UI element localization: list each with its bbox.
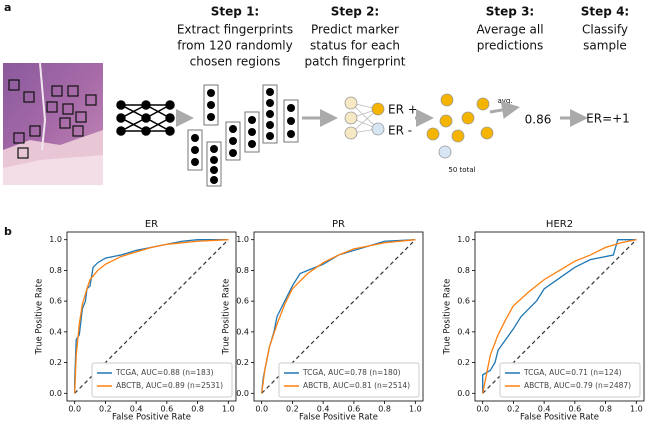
x-tick-label: 0.4: [317, 405, 330, 414]
step-description: patch fingerprint: [305, 55, 406, 69]
x-tick-label: 0.0: [476, 405, 489, 414]
x-axis-label: False Positive Rate: [520, 413, 599, 423]
plot-frame: [474, 231, 645, 402]
y-tick-label: 0.8: [49, 266, 62, 275]
tissue-image: [3, 62, 103, 185]
label: ER -: [388, 124, 412, 138]
roc-curve: [261, 239, 416, 394]
step-description: Average all: [476, 23, 543, 37]
chart-title: HER2: [546, 219, 573, 230]
step-title: Step 4:: [581, 5, 629, 19]
x-tick-label: 1.0: [409, 405, 422, 414]
x-tick-label: 1.0: [630, 405, 643, 414]
x-tick-label: 0.6: [347, 405, 360, 414]
y-tick-label: 0.4: [49, 327, 62, 336]
classifier-icon: [344, 96, 385, 140]
fingerprint-icons: [187, 84, 299, 187]
chart-title: ER: [145, 219, 158, 230]
score: 0.86: [525, 113, 552, 127]
result: ER=+1: [586, 112, 630, 126]
roc-curve: [74, 239, 229, 394]
roc-curve: [482, 239, 637, 394]
panel-label: a: [4, 1, 11, 14]
x-tick-label: 0.2: [99, 405, 112, 414]
y-tick-label: 0.8: [457, 266, 470, 275]
step-description: status for each: [310, 39, 400, 53]
x-tick-label: 0.4: [130, 405, 143, 414]
step-description: Predict marker: [311, 23, 399, 37]
y-tick-label: 0.6: [49, 297, 62, 306]
x-tick-label: 0.8: [599, 405, 612, 414]
prediction-dots: [426, 93, 494, 159]
legend-label: ABCTB, AUC=0.89 (n=2531): [116, 381, 223, 390]
y-tick-label: 0.8: [236, 266, 249, 275]
y-tick-label: 0.0: [457, 389, 470, 398]
step-description: Extract fingerprints: [177, 23, 293, 37]
x-tick-label: 0.0: [255, 405, 268, 414]
y-tick-label: 1.0: [457, 235, 470, 244]
arrow: [489, 101, 520, 119]
label: avg.: [497, 97, 512, 105]
fingerprint-dots: [191, 88, 295, 184]
x-axis-label: False Positive Rate: [299, 413, 378, 423]
step-title: Step 1:: [211, 5, 259, 19]
x-tick-label: 0.8: [191, 405, 204, 414]
legend-label: TCGA, AUC=0.78 (n=180): [302, 368, 401, 377]
step-title: Step 2:: [331, 5, 379, 19]
y-tick-label: 0.6: [236, 297, 249, 306]
x-axis-label: False Positive Rate: [112, 413, 191, 423]
y-tick-label: 1.0: [236, 235, 249, 244]
y-tick-label: 0.4: [457, 327, 470, 336]
y-tick-label: 0.0: [49, 389, 62, 398]
y-tick-label: 1.0: [49, 235, 62, 244]
legend-label: ABCTB, AUC=0.79 (n=2487): [524, 381, 631, 390]
label: ER +: [388, 103, 418, 117]
step-title: Step 3:: [486, 5, 534, 19]
x-tick-label: 0.0: [68, 405, 81, 414]
step-description: Classify: [582, 23, 628, 37]
x-tick-label: 0.2: [286, 405, 299, 414]
x-tick-label: 1.0: [222, 405, 235, 414]
legend: [278, 362, 420, 398]
y-tick-label: 0.4: [236, 327, 249, 336]
step-description: chosen regions: [190, 55, 281, 69]
y-tick-label: 0.0: [236, 389, 249, 398]
x-tick-label: 0.2: [507, 405, 520, 414]
x-tick-label: 0.6: [568, 405, 581, 414]
plot-frame: [253, 231, 424, 402]
label: 50 total: [448, 166, 475, 174]
legend-label: TCGA, AUC=0.88 (n=183): [115, 368, 214, 377]
panel-label: b: [4, 225, 12, 238]
y-axis-label: True Positive Rate: [35, 279, 45, 356]
y-tick-label: 0.6: [457, 297, 470, 306]
legend: [91, 362, 233, 398]
legend-label: ABCTB, AUC=0.81 (n=2514): [303, 381, 410, 390]
neural-network-icon: [116, 100, 175, 136]
x-tick-label: 0.6: [160, 405, 173, 414]
legend-label: TCGA, AUC=0.71 (n=124): [523, 368, 622, 377]
x-tick-label: 0.8: [378, 405, 391, 414]
roc-curve: [482, 239, 637, 394]
x-tick-label: 0.4: [538, 405, 551, 414]
y-axis-label: True Positive Rate: [443, 279, 453, 356]
y-axis-label: True Positive Rate: [222, 279, 232, 356]
step-description: from 120 randomly: [177, 39, 292, 53]
legend: [499, 362, 641, 398]
y-tick-label: 0.2: [49, 358, 62, 367]
step-description: sample: [583, 39, 627, 53]
plot-frame: [66, 231, 237, 402]
chart-title: PR: [332, 219, 345, 230]
step-description: predictions: [477, 39, 543, 53]
y-tick-label: 0.2: [236, 358, 249, 367]
y-tick-label: 0.2: [457, 358, 470, 367]
